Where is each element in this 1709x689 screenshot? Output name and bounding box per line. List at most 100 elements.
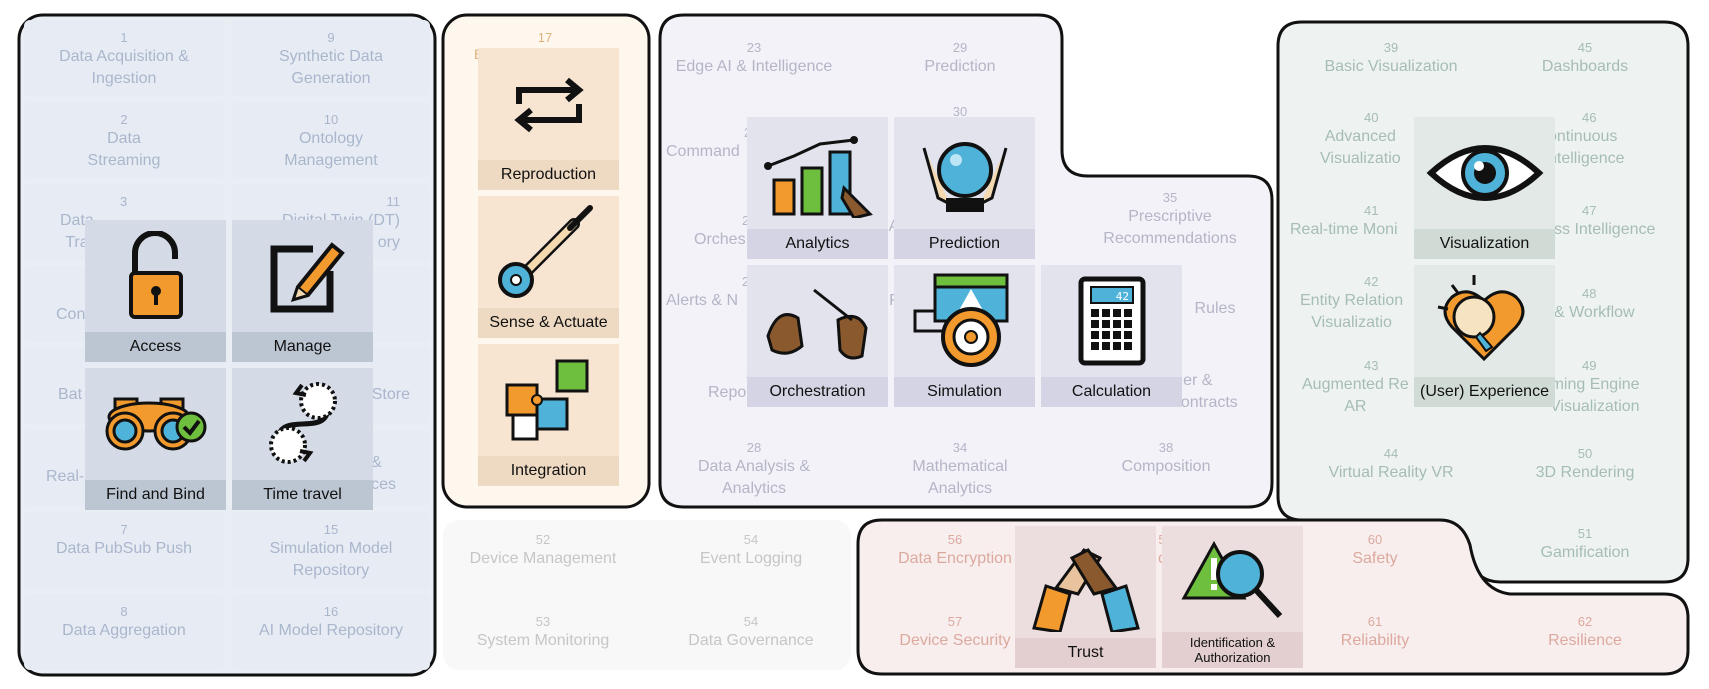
cell-label: 3D Rendering bbox=[1535, 464, 1635, 481]
cell-number: 5 bbox=[1158, 532, 1165, 548]
cell-number: 48 bbox=[1582, 286, 1597, 301]
steering-wheel-icon bbox=[894, 265, 1035, 377]
data-region bbox=[17, 13, 437, 677]
cell-label: Advanced Visualizatio bbox=[1320, 128, 1401, 167]
conductor-hands-icon bbox=[747, 265, 888, 377]
tile-label: Calculation bbox=[1041, 377, 1182, 407]
cell-number: 17 bbox=[537, 30, 553, 45]
tile-orchestration[interactable]: Orchestration bbox=[747, 265, 888, 407]
tile-user-experience[interactable]: (User) Experience bbox=[1414, 265, 1555, 407]
capability-cell: 39 Basic Visualization bbox=[1296, 30, 1486, 90]
cell-label: Bat bbox=[58, 386, 83, 403]
cell-number: 42 bbox=[1364, 274, 1379, 289]
capability-cell: 43 Augmented Re AR bbox=[1302, 348, 1422, 418]
capability-cell: 23 Edge AI & Intelligence bbox=[664, 30, 844, 90]
capability-cell: 2 Command bbox=[666, 115, 756, 175]
capability-cell: 57 Device Security bbox=[870, 604, 1040, 664]
cell-label: Data Streaming bbox=[87, 130, 161, 169]
tile-label: Analytics bbox=[747, 229, 888, 259]
cell-label: Alerts & N bbox=[666, 292, 739, 309]
cell-number: 51 bbox=[1577, 526, 1593, 541]
binoculars-check-icon bbox=[85, 368, 226, 480]
cell-label: Real-time Moni bbox=[1290, 221, 1398, 238]
capability-cell: 49 ming Engine Visualization bbox=[1550, 348, 1670, 418]
cell-number: 41 bbox=[1364, 203, 1379, 218]
capability-cell: 7 Data PubSub Push bbox=[24, 512, 224, 588]
cell-label: Prescriptive Recommendations bbox=[1103, 208, 1237, 247]
cell-number: 45 bbox=[1577, 40, 1593, 55]
capability-cell: 62 Resilience bbox=[1490, 604, 1680, 664]
open-padlock-icon bbox=[85, 220, 226, 332]
cell-number: 30 bbox=[952, 104, 968, 119]
tile-integration[interactable]: Integration bbox=[478, 344, 619, 486]
tile-label: Access bbox=[85, 332, 226, 362]
capability-cell: 54 Event Logging bbox=[656, 522, 846, 582]
capability-cell: 15 Simulation Model Repository bbox=[232, 512, 430, 588]
capability-cell: 38 Composition bbox=[1076, 430, 1256, 500]
capability-cell: 52 Device Management bbox=[448, 522, 638, 582]
cell-label: Device Security bbox=[899, 632, 1011, 649]
cell-number: 50 bbox=[1577, 446, 1593, 461]
tile-visualization[interactable]: Visualization bbox=[1414, 117, 1555, 259]
tile-analytics[interactable]: Analytics bbox=[747, 117, 888, 259]
cell-label: Basic Visualization bbox=[1324, 58, 1458, 75]
cell-number: 57 bbox=[947, 614, 963, 629]
cell-number: 60 bbox=[1367, 532, 1383, 547]
cell-label: Augmented Re AR bbox=[1302, 376, 1409, 415]
cell-label: ming Engine Visualization bbox=[1550, 376, 1640, 415]
cell-number: 11 bbox=[386, 194, 401, 209]
cell-number: 40 bbox=[1364, 110, 1379, 125]
tile-sense-actuate[interactable]: Sense & Actuate bbox=[478, 196, 619, 338]
tile-simulation[interactable]: Simulation bbox=[894, 265, 1035, 407]
cell-number: 53 bbox=[535, 614, 551, 629]
capability-cell: 47 ss Intelligence bbox=[1554, 193, 1684, 243]
tile-calculation[interactable]: 42 Calculation bbox=[1041, 265, 1182, 407]
bar-chart-icon bbox=[747, 117, 888, 229]
cell-number: 28 bbox=[746, 440, 762, 455]
cell-label: Rules bbox=[1194, 300, 1236, 317]
tile-identification-authorization[interactable]: Identification & Authorization bbox=[1162, 526, 1303, 668]
pencil-edit-icon bbox=[232, 220, 373, 332]
cell-number: 34 bbox=[952, 440, 968, 455]
cell-label: Ontology Management bbox=[284, 130, 378, 169]
cell-number: 47 bbox=[1582, 203, 1597, 218]
cell-number: 61 bbox=[1367, 614, 1383, 629]
capability-cell: 10 Ontology Management bbox=[232, 102, 430, 178]
tile-label: Reproduction bbox=[478, 160, 619, 190]
capability-cell: 48 & Workflow bbox=[1554, 276, 1674, 326]
capability-cell: 8 Data Aggregation bbox=[24, 594, 224, 670]
lightbulb-heart-icon bbox=[1414, 265, 1555, 377]
cell-number: 49 bbox=[1582, 358, 1597, 373]
cell-label: A bbox=[889, 216, 900, 238]
cell-number: 2 bbox=[120, 112, 128, 127]
cell-number: 62 bbox=[1577, 614, 1593, 629]
tile-trust[interactable]: Trust bbox=[1015, 526, 1156, 668]
tile-label: Time travel bbox=[232, 480, 373, 510]
tile-reproduction[interactable]: Reproduction bbox=[478, 48, 619, 190]
cell-number: 29 bbox=[952, 40, 968, 55]
cell-number: 39 bbox=[1383, 40, 1399, 55]
cell-number: 1 bbox=[120, 30, 128, 45]
tile-manage[interactable]: Manage bbox=[232, 220, 373, 362]
capability-cell: 2 Orches bbox=[694, 203, 754, 248]
cell-label: Composition bbox=[1121, 458, 1211, 475]
tile-time-travel[interactable]: Time travel bbox=[232, 368, 373, 510]
tile-label: Integration bbox=[478, 456, 619, 486]
tile-access[interactable]: Access bbox=[85, 220, 226, 362]
calculator-icon: 42 bbox=[1041, 265, 1182, 377]
cell-label: ss Intelligence bbox=[1554, 221, 1656, 238]
cell-label: ontinuous ntelligence bbox=[1548, 128, 1625, 167]
tile-prediction[interactable]: Prediction bbox=[894, 117, 1035, 259]
capability-cell: 30 bbox=[940, 100, 980, 120]
cell-label: Prediction bbox=[924, 58, 996, 75]
repeat-arrows-icon bbox=[478, 48, 619, 160]
capability-cell: 45 Dashboards bbox=[1490, 30, 1680, 90]
cell-label: Data Encryption bbox=[898, 550, 1012, 567]
tile-find-and-bind[interactable]: Find and Bind bbox=[85, 368, 226, 510]
capability-cell: 53 System Monitoring bbox=[448, 604, 638, 664]
cell-label: Data Aggregation bbox=[62, 622, 186, 639]
cell-label: Dashboards bbox=[1541, 58, 1629, 75]
cell-label: Resilience bbox=[1548, 632, 1622, 649]
cell-label: AI Model Repository bbox=[258, 622, 404, 639]
tile-label: Orchestration bbox=[747, 377, 888, 407]
